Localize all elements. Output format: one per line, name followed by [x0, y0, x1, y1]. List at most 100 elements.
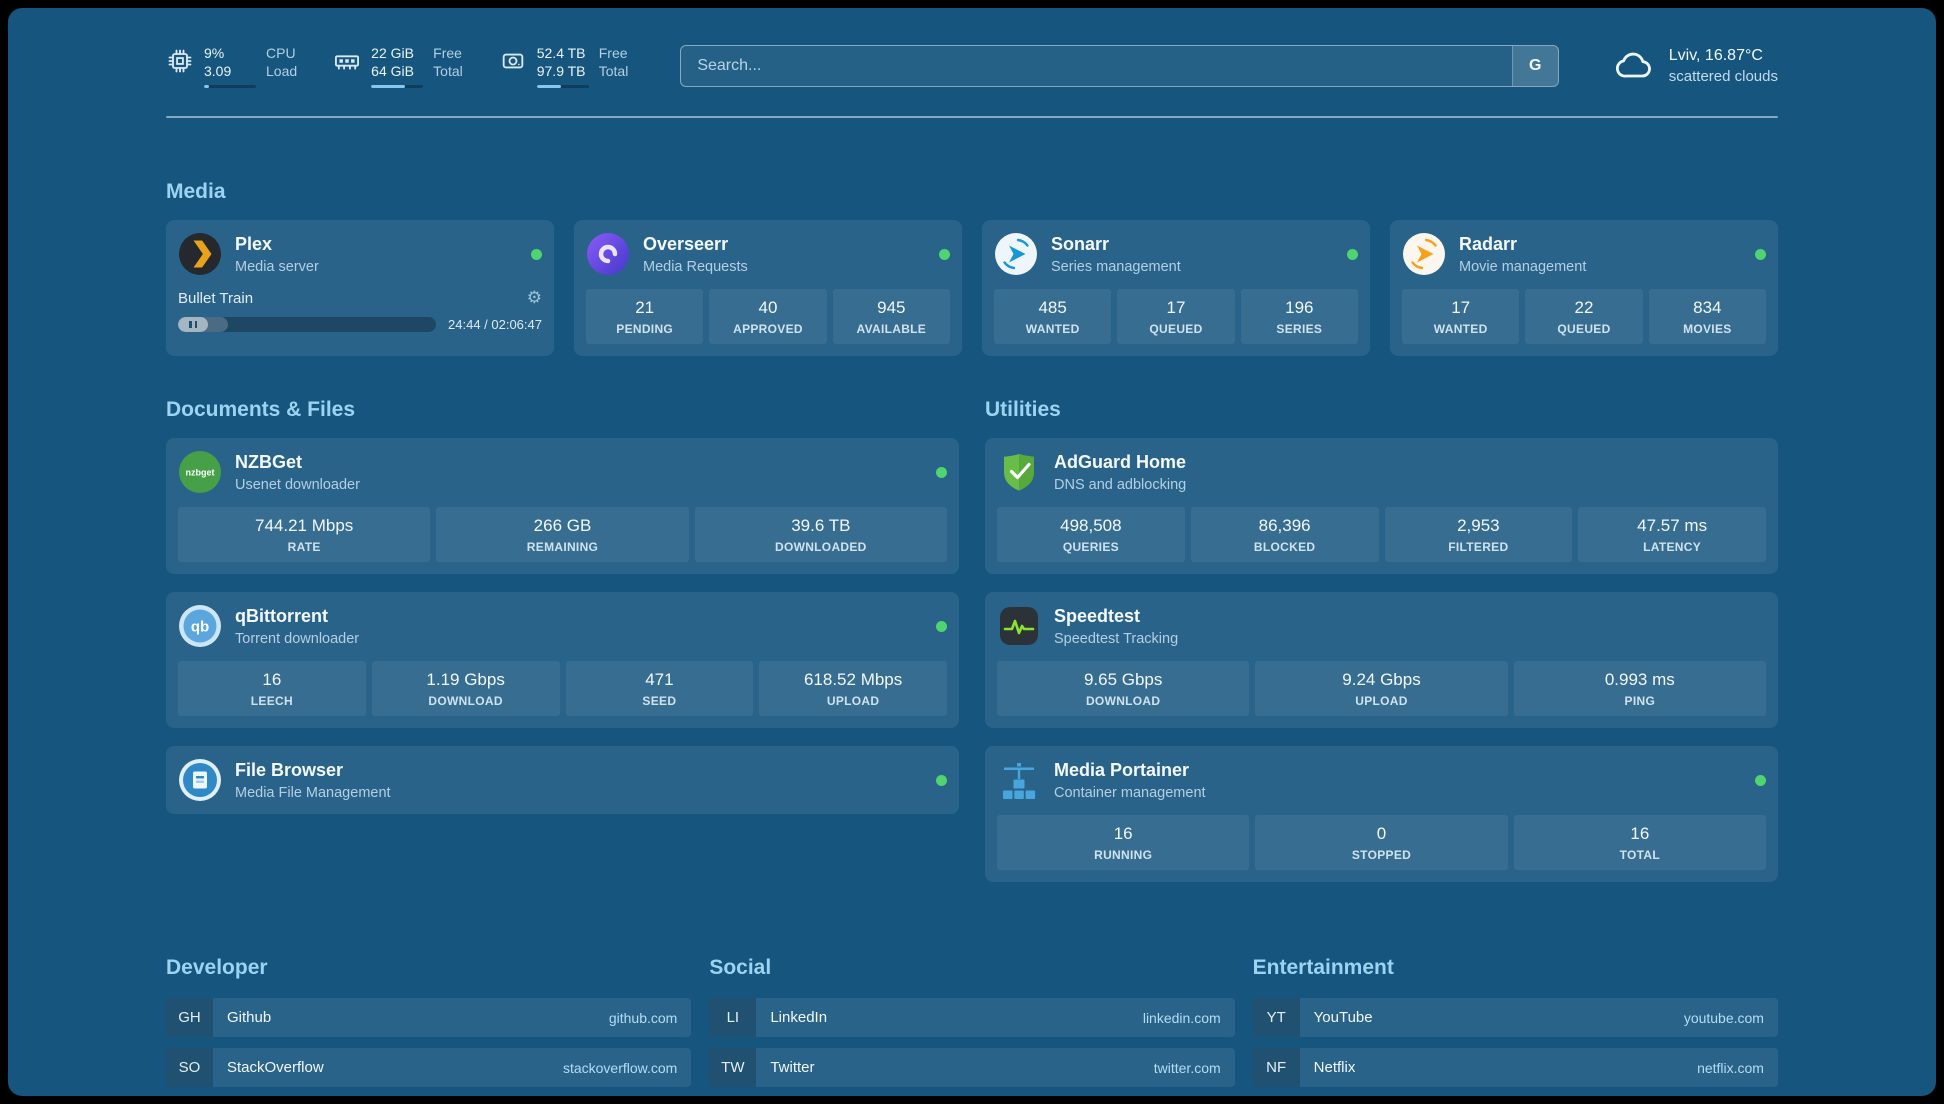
gear-icon[interactable]: ⚙	[526, 288, 542, 308]
disk-progress-fill	[536, 85, 561, 89]
service-subtitle: Movie management	[1459, 258, 1587, 275]
radarr-link[interactable]: Radarr Movie management	[1402, 232, 1586, 276]
memory-icon	[333, 47, 361, 75]
stat-label: TOTAL	[1619, 848, 1661, 863]
header-divider	[166, 116, 1778, 119]
radarr-icon	[1402, 232, 1446, 276]
media-section: Media Plex Media server	[166, 180, 1778, 357]
stat-label: QUEUED	[1149, 322, 1203, 337]
stat-value: 47.57 ms	[1637, 516, 1708, 536]
stat-tile: 471 SEED	[565, 661, 754, 717]
nzbget-card: nzbget NZBGet Usenet downloader	[166, 438, 959, 575]
resource-metrics: 9% 3.09 CPU Load	[166, 44, 628, 89]
bookmark-netflix[interactable]: NF Netflix netflix.com	[1252, 1048, 1778, 1088]
stat-tile: 16 TOTAL	[1513, 815, 1766, 871]
stat-tile: 39.6 TB DOWNLOADED	[694, 507, 947, 563]
stat-label: APPROVED	[733, 322, 803, 337]
cpu-label: CPU	[266, 45, 296, 61]
status-dot	[1755, 774, 1766, 786]
bookmarks-group-social: Social LI LinkedIn linkedin.com TW Twitt…	[709, 956, 1235, 1096]
top-bar: 9% 3.09 CPU Load	[166, 44, 1778, 89]
stat-tile: 9.24 Gbps UPLOAD	[1255, 661, 1508, 717]
plex-link[interactable]: Plex Media server	[178, 232, 319, 276]
stat-value: 0.993 ms	[1604, 670, 1675, 690]
media-section-title: Media	[166, 180, 226, 204]
qbittorrent-link[interactable]: qb qBittorrent Torrent downloader	[178, 604, 359, 648]
bookmark-label: StackOverflow	[227, 1059, 324, 1077]
overseerr-link[interactable]: Overseerr Media Requests	[586, 232, 748, 276]
stat-label: WANTED	[1025, 322, 1080, 337]
bookmark-twitter[interactable]: TW Twitter twitter.com	[709, 1048, 1235, 1088]
plex-icon	[178, 232, 222, 276]
stat-label: UPLOAD	[1355, 694, 1408, 709]
service-name: File Browser	[235, 760, 344, 781]
stat-value: 834	[1693, 298, 1722, 318]
qbittorrent-card: qb qBittorrent Torrent downloader	[166, 592, 959, 729]
filebrowser-icon	[178, 758, 222, 802]
playback-progress-bar[interactable]	[178, 317, 437, 333]
sonarr-icon	[994, 232, 1038, 276]
sonarr-link[interactable]: Sonarr Series management	[994, 232, 1181, 276]
bookmarks-group-title: Entertainment	[1252, 956, 1394, 980]
memory-total-value: 64 GiB	[371, 63, 414, 80]
bookmark-abbr: GH	[166, 998, 213, 1038]
radarr-card: Radarr Movie management 17 WANTED 22 QU	[1390, 220, 1778, 357]
stat-value: 39.6 TB	[791, 516, 851, 536]
bookmark-github[interactable]: GH Github github.com	[166, 998, 692, 1038]
stat-tile: 618.52 Mbps UPLOAD	[759, 661, 947, 717]
documents-section: Documents & Files nzbget NZBGet	[166, 398, 959, 815]
bookmarks-group-title: Social	[709, 956, 772, 980]
stat-label: DOWNLOAD	[1085, 694, 1161, 709]
status-dot	[1347, 248, 1358, 260]
stat-value: 9.24 Gbps	[1342, 670, 1421, 690]
stat-tile: 16 RUNNING	[997, 815, 1250, 871]
service-subtitle: Media Requests	[643, 258, 748, 275]
memory-progress-track	[371, 85, 424, 89]
nzbget-link[interactable]: nzbget NZBGet Usenet downloader	[178, 450, 360, 494]
bookmark-abbr: YT	[1252, 998, 1300, 1038]
search-input[interactable]	[681, 46, 1512, 87]
status-dot	[936, 620, 947, 632]
stat-tile: 22 QUEUED	[1525, 289, 1643, 345]
bookmark-abbr: TW	[709, 1048, 757, 1088]
status-dot	[939, 248, 950, 260]
memory-total-label: Total	[433, 63, 463, 80]
bookmark-stackoverflow[interactable]: SO StackOverflow stackoverflow.com	[166, 1048, 692, 1088]
pause-icon[interactable]	[178, 317, 208, 333]
service-name: Overseerr	[643, 234, 729, 255]
stat-value: 40	[758, 298, 778, 318]
stat-label: STOPPED	[1351, 848, 1412, 863]
service-subtitle: Series management	[1051, 258, 1181, 275]
portainer-link[interactable]: Media Portainer Container management	[997, 758, 1206, 802]
speedtest-link[interactable]: Speedtest Speedtest Tracking	[997, 604, 1178, 648]
stat-value: 1.19 Gbps	[426, 670, 505, 690]
stat-tile: 0.993 ms PING	[1513, 661, 1766, 717]
playback-time: 24:44 / 02:06:47	[448, 317, 542, 333]
status-dot	[531, 248, 542, 260]
search-provider-button[interactable]: G	[1511, 46, 1558, 87]
stat-value: 21	[635, 298, 655, 318]
stat-tile: 744.21 Mbps RATE	[178, 507, 431, 563]
speedtest-card: Speedtest Speedtest Tracking 9.65 Gbps D…	[985, 592, 1778, 729]
memory-metric: 22 GiB 64 GiB Free Total	[333, 44, 463, 89]
stat-label: BLOCKED	[1253, 540, 1316, 555]
stat-value: 485	[1038, 298, 1067, 318]
stat-value: 266 GB	[533, 516, 592, 536]
utilities-section: Utilities	[985, 398, 1778, 883]
stat-label: QUERIES	[1062, 540, 1119, 555]
service-subtitle: Container management	[1054, 784, 1206, 801]
weather-location: Lviv, 16.87°C	[1668, 47, 1763, 65]
stat-tile: 834 MOVIES	[1648, 289, 1766, 345]
bookmark-linkedin[interactable]: LI LinkedIn linkedin.com	[709, 998, 1235, 1038]
nzbget-icon: nzbget	[178, 450, 222, 494]
memory-free-value: 22 GiB	[371, 45, 414, 61]
adguard-link[interactable]: AdGuard Home DNS and adblocking	[997, 450, 1186, 494]
cloud-icon	[1611, 46, 1657, 86]
portainer-icon	[997, 758, 1041, 802]
stat-tile: 17 QUEUED	[1117, 289, 1235, 345]
filebrowser-link[interactable]: File Browser Media File Management	[178, 758, 391, 802]
stat-value: 16	[1630, 824, 1650, 844]
service-name: Media Portainer	[1054, 760, 1190, 781]
bookmark-youtube[interactable]: YT YouTube youtube.com	[1252, 998, 1778, 1038]
service-subtitle: Media File Management	[235, 784, 391, 801]
